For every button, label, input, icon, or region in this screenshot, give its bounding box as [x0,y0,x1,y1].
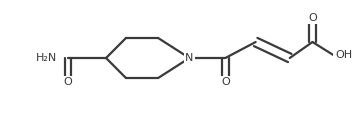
Text: O: O [221,77,230,87]
Text: H₂N: H₂N [36,53,57,63]
Text: O: O [308,13,317,23]
Text: N: N [185,53,194,63]
Text: OH: OH [335,50,352,60]
Text: O: O [64,77,73,87]
